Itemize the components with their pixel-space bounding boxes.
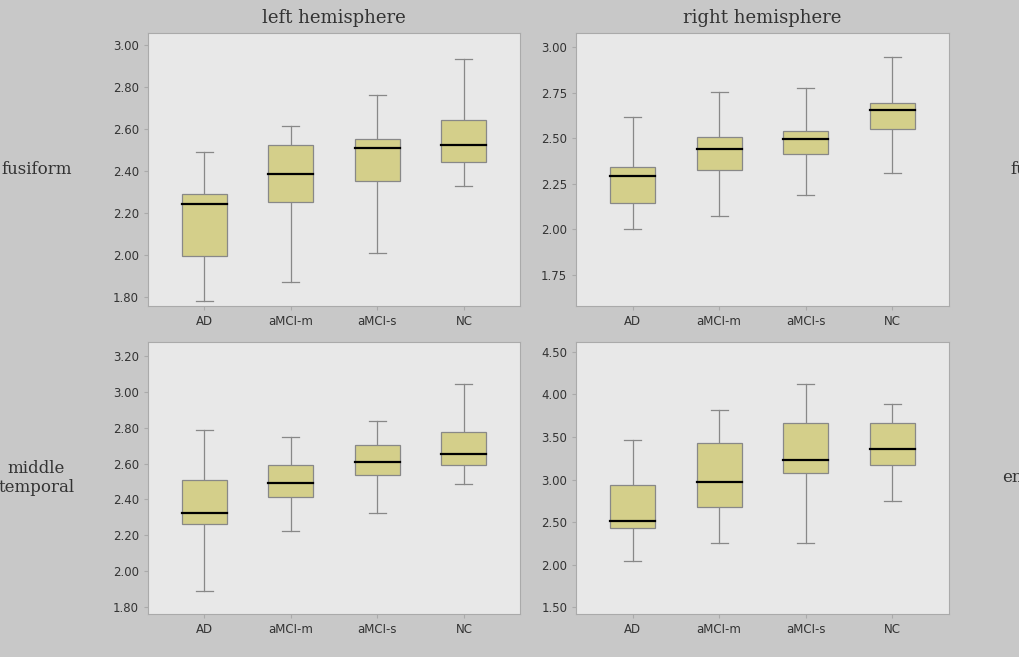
Bar xyxy=(609,486,654,528)
Text: middle
temporal: middle temporal xyxy=(0,460,74,496)
Title: right hemisphere: right hemisphere xyxy=(683,9,841,27)
Text: fusiform: fusiform xyxy=(1009,161,1019,177)
Bar xyxy=(869,103,914,129)
Text: entorhinal: entorhinal xyxy=(1001,470,1019,486)
Bar xyxy=(783,422,827,473)
Bar xyxy=(355,445,399,475)
Text: fusiform: fusiform xyxy=(1,161,71,177)
Bar xyxy=(441,432,486,464)
Bar xyxy=(696,443,741,507)
Bar xyxy=(783,131,827,154)
Bar xyxy=(609,168,654,203)
Bar xyxy=(355,139,399,181)
Bar xyxy=(696,137,741,170)
Bar xyxy=(869,423,914,465)
Bar xyxy=(181,194,226,256)
Bar xyxy=(181,480,226,524)
Bar xyxy=(441,120,486,162)
Bar xyxy=(268,465,313,497)
Title: left hemisphere: left hemisphere xyxy=(262,9,406,27)
Bar xyxy=(268,145,313,202)
